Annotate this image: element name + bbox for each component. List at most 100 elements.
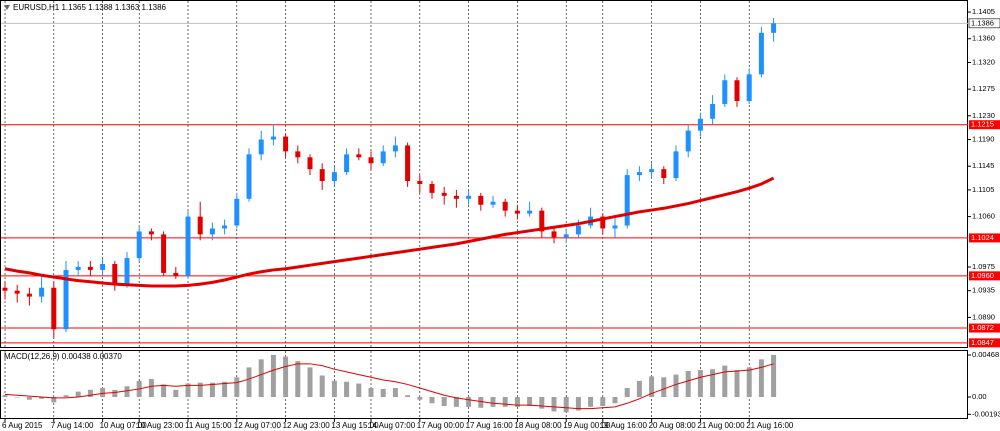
panel-icon (4, 5, 10, 10)
macd-bar (624, 388, 630, 398)
candle-body (26, 293, 32, 297)
x-tick-label: 13 Aug 15:00 (331, 421, 379, 430)
level-label: 1.0872 (971, 323, 994, 332)
candle-body (746, 74, 752, 101)
level-box (969, 233, 1000, 243)
x-tick-label: 11 Aug 15:00 (185, 421, 232, 430)
candle-body (649, 169, 655, 173)
candle-body (392, 145, 398, 152)
candle-body (283, 136, 289, 152)
candle-body (575, 225, 581, 235)
candle-body (758, 32, 764, 75)
candle-body (380, 151, 386, 164)
macd-bar (649, 376, 655, 398)
macd-bar (588, 397, 594, 407)
macd-bar (14, 397, 20, 398)
macd-bar (600, 397, 606, 406)
level-box (969, 120, 1000, 130)
candle-body (441, 192, 447, 196)
x-tick-label: 18 Aug 08:00 (514, 421, 562, 430)
macd-bar (63, 395, 69, 398)
level-label: 1.1024 (971, 233, 994, 242)
macd-bar (551, 397, 557, 412)
candle-body (710, 103, 716, 119)
candle-body (319, 169, 325, 182)
candle-body (270, 136, 276, 140)
x-tick-label: 10 Aug 23:00 (136, 421, 184, 430)
macd-panel (0, 350, 968, 419)
macd-bar (173, 389, 179, 398)
macd-bar (575, 397, 581, 411)
macd-bar (405, 395, 411, 398)
macd-bar (331, 380, 337, 398)
x-tick-label: 7 Aug 14:00 (51, 421, 94, 430)
candle-body (405, 145, 411, 182)
price-label: 1.1386 (971, 18, 994, 27)
candle-body (600, 216, 606, 229)
macd-bar (392, 388, 398, 398)
x-tick-label: 19 Aug 16:00 (600, 421, 648, 430)
macd-bar (441, 397, 447, 406)
y-tick-label: 1.1360 (972, 34, 995, 43)
macd-bar (344, 381, 350, 398)
candle-body (14, 290, 20, 294)
candle-body (2, 287, 8, 291)
candle-body (124, 258, 130, 285)
macd-bar (563, 397, 569, 413)
candle-body (51, 287, 57, 330)
candle-body (551, 231, 557, 238)
macd-bar (148, 379, 154, 398)
macd-bar (368, 388, 374, 398)
macd-bar (51, 397, 57, 403)
macd-bar (612, 397, 618, 404)
y-tick-label: 1.0935 (972, 286, 995, 295)
macd-bar (697, 370, 703, 398)
level-box (969, 271, 1000, 281)
macd-bar (673, 374, 679, 398)
candle-body (429, 183, 435, 193)
candle-body (502, 201, 508, 211)
macd-title: MACD(12,26,9) 0.00438 0.00370 (4, 352, 122, 361)
y-tick-label: 1.1230 (972, 111, 995, 120)
x-tick-label: 14 Aug 07:00 (368, 421, 416, 430)
y-tick-label: 1.1275 (972, 84, 995, 93)
x-tick-label: 17 Aug 16:00 (466, 421, 514, 430)
candle-body (100, 264, 106, 270)
candle-body (87, 266, 93, 270)
candle-body (173, 272, 179, 276)
candle-body (258, 139, 264, 155)
macd-bar (209, 382, 215, 398)
macd-bar (685, 370, 691, 398)
candle-body (673, 151, 679, 179)
candle-body (514, 210, 520, 214)
candle-body (161, 234, 167, 273)
macd-bar (490, 397, 496, 407)
chart-title: EURUSD,H1 1.1365 1.1388 1.1363 1.1386 (13, 3, 167, 12)
moving-average (4, 176, 775, 288)
macd-bar (722, 365, 728, 398)
y-tick-label: 1.1405 (972, 7, 995, 16)
y-tick-label: 1.1320 (972, 57, 995, 66)
y-tick-label: 1.0890 (972, 312, 995, 321)
candle-body (307, 157, 313, 170)
x-tick-label: 20 Aug 08:00 (649, 421, 697, 430)
macd-bar (734, 370, 740, 398)
macd-bar (636, 380, 642, 398)
macd-bar (307, 367, 313, 398)
main-panel (0, 0, 968, 348)
signal-line (4, 363, 774, 410)
candle-body (197, 216, 203, 235)
macd-bar (26, 397, 32, 400)
candle-body (661, 169, 667, 179)
macd-bar (527, 397, 533, 406)
candle-body (539, 210, 545, 232)
macd-bar (661, 377, 667, 398)
candle-body (417, 181, 423, 184)
macd-bar (417, 397, 423, 400)
candle-body (222, 225, 228, 229)
candle-body (624, 175, 630, 226)
macd-bar (222, 381, 228, 398)
candle-body (295, 151, 301, 158)
level-label: 1.0960 (971, 271, 994, 280)
